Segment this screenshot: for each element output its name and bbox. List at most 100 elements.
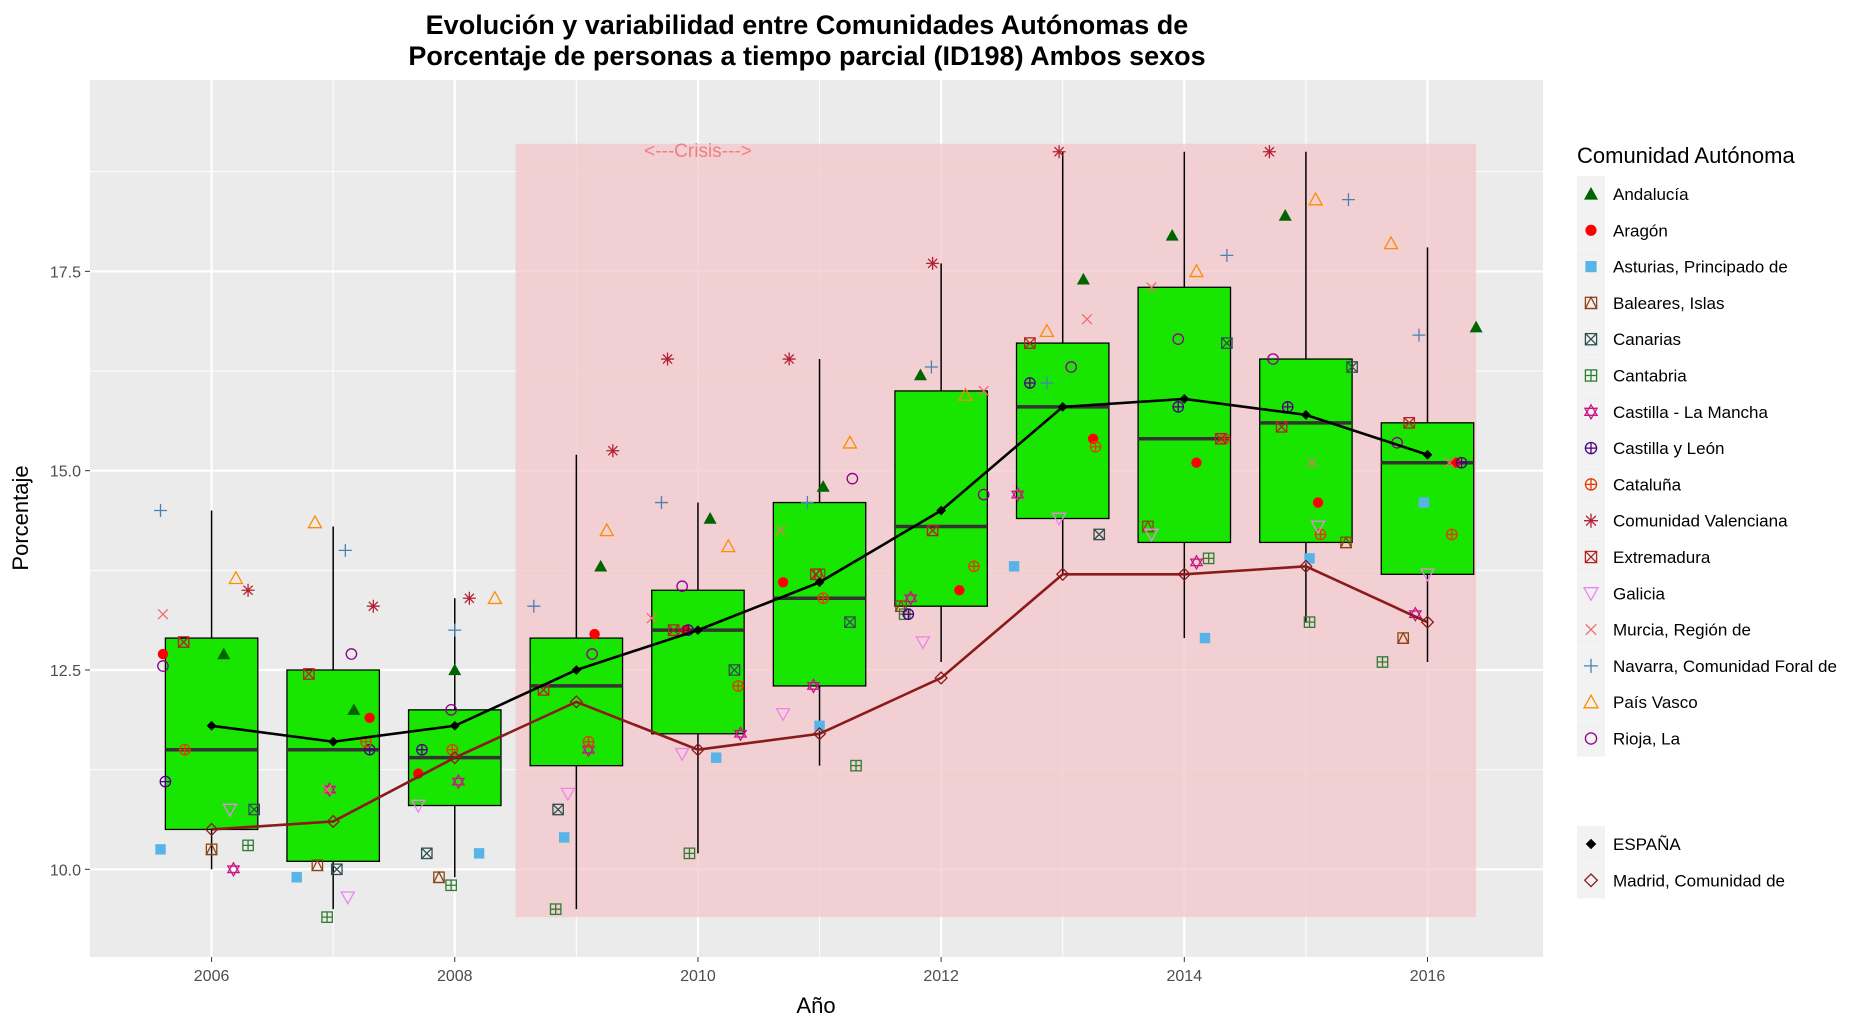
x-tick-label: 2006 [194, 968, 230, 985]
data-point [594, 559, 608, 572]
data-point [903, 590, 918, 607]
data-point [1188, 263, 1205, 278]
legend-key [1577, 684, 1605, 721]
legend-item: Cataluña [1577, 466, 1682, 503]
line-ESPAÑA [206, 394, 1433, 747]
data-point [926, 256, 940, 270]
box-body [1137, 286, 1232, 544]
data-point [1089, 440, 1102, 453]
data-point [1191, 457, 1202, 468]
legend-key [1577, 284, 1605, 321]
legend-label: Navarra, Comunidad Foral de [1613, 657, 1837, 676]
data-point [1346, 361, 1358, 373]
legend-label: Baleares, Islas [1613, 294, 1725, 313]
data-point [777, 577, 789, 588]
legend: Andalucía Aragón Asturias, Principado de Ba… [1577, 176, 1837, 899]
data-point [1024, 377, 1036, 389]
data-point [1221, 337, 1233, 349]
data-point [448, 663, 462, 676]
box-body [164, 637, 259, 831]
box-2006 [164, 510, 259, 870]
legend-item: Asturias, Principado de [1577, 248, 1788, 285]
data-point [157, 608, 169, 620]
data-point [915, 636, 931, 650]
data-point [661, 352, 675, 366]
data-point [222, 803, 238, 818]
data-point [1189, 554, 1204, 571]
line-point [1179, 394, 1190, 404]
data-point [330, 863, 343, 876]
chart-title-line1: Evolución y variabilidad entre Comunidad… [426, 10, 1189, 40]
data-point [816, 480, 830, 492]
data-point [733, 725, 748, 742]
legend-key-marker [1585, 261, 1597, 273]
data-point [913, 368, 927, 381]
y-tick-label: 10.0 [50, 862, 81, 879]
data-point [1396, 631, 1410, 644]
legend-key-marker [1583, 873, 1599, 888]
series-Comunidad Valenciana [241, 145, 1276, 613]
line-point [1301, 409, 1311, 420]
data-point [1010, 486, 1025, 503]
y-axis: 10.0 12.5 15.0 17.5 [50, 264, 90, 879]
data-point [782, 352, 796, 366]
data-point [549, 903, 562, 916]
data-point [968, 560, 980, 573]
legend-label: Rioja, La [1613, 730, 1681, 749]
data-point [445, 879, 457, 892]
y-tick-label: 12.5 [50, 663, 81, 680]
data-point [446, 743, 459, 756]
data-point [242, 839, 254, 852]
legend-key-marker [1584, 658, 1598, 673]
data-point [445, 703, 457, 716]
line-point [449, 720, 460, 731]
data-point [462, 591, 476, 605]
data-point [924, 360, 938, 374]
data-point [582, 735, 595, 748]
data-point [1281, 401, 1294, 413]
legend-label: Canarias [1613, 330, 1681, 349]
legend-item: País Vasco [1577, 684, 1698, 721]
x-axis: 2006 2008 2010 2012 2014 2016 [194, 957, 1446, 985]
data-point [177, 636, 190, 648]
data-point [473, 848, 485, 859]
series-Baleares, Islas [205, 519, 1410, 884]
line-Madrid, Comunidad de [204, 559, 1435, 837]
line-point [1299, 559, 1313, 574]
line-point [1055, 567, 1070, 582]
data-point [1455, 456, 1468, 469]
legend-label: Asturias, Principado de [1613, 258, 1788, 277]
data-point [1065, 361, 1078, 373]
legend-item: ESPAÑA [1577, 826, 1681, 862]
line-point [204, 822, 219, 837]
data-point [228, 570, 244, 585]
legend-label: Murcia, Región de [1613, 621, 1751, 640]
data-point [154, 504, 168, 518]
data-point [1214, 432, 1227, 445]
data-point [806, 678, 821, 694]
legend-label: Castilla y León [1613, 439, 1725, 458]
x-axis-title: Año [796, 993, 835, 1018]
data-point [226, 861, 241, 878]
data-point [1418, 497, 1430, 508]
data-point [1220, 248, 1234, 262]
series-Murcia, Región de [157, 281, 1455, 795]
data-point [1024, 337, 1036, 349]
data-point [1199, 632, 1211, 644]
data-point [1304, 553, 1315, 564]
legend-label: Cantabria [1613, 367, 1687, 386]
legend-key-marker [1585, 224, 1597, 236]
x-tick-label: 2016 [1410, 968, 1446, 985]
data-point [307, 514, 323, 529]
legend-label: Cataluña [1613, 475, 1682, 494]
box-2012 [894, 263, 988, 663]
data-point [448, 623, 462, 637]
legend-item: Extremadura [1577, 539, 1711, 575]
data-point [732, 680, 744, 692]
data-point [410, 799, 426, 814]
legend-item: Galicia [1577, 575, 1666, 612]
legend-key-marker [1584, 478, 1598, 491]
data-point [846, 472, 859, 485]
data-point [1172, 333, 1185, 345]
line-point [1177, 567, 1192, 582]
